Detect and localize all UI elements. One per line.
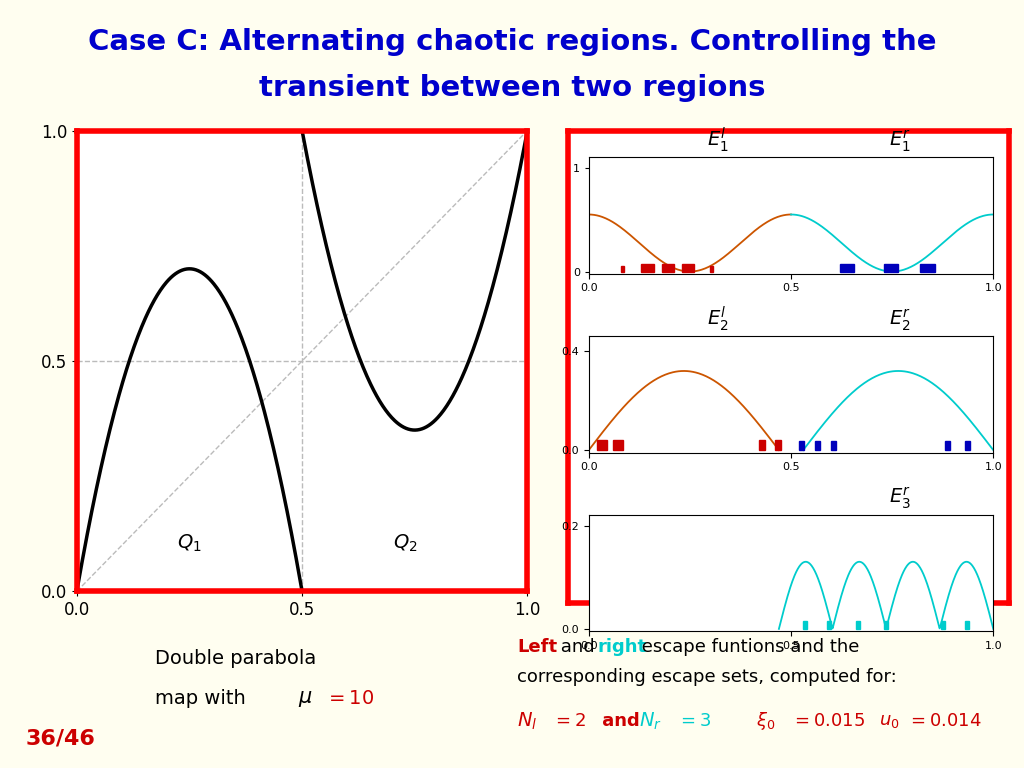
Text: map with: map with xyxy=(155,690,252,708)
Text: $\mathit{N_l}$: $\mathit{N_l}$ xyxy=(517,710,538,732)
Text: $\mathit{N_r}$: $\mathit{N_r}$ xyxy=(639,710,662,732)
Text: $= 0.015$: $= 0.015$ xyxy=(791,712,864,730)
Text: Left: Left xyxy=(517,638,557,657)
Text: $E_1^l$: $E_1^l$ xyxy=(708,125,729,154)
Text: $E_2^r$: $E_2^r$ xyxy=(889,307,911,333)
Bar xyxy=(759,440,765,450)
Bar xyxy=(884,264,898,272)
Text: transient between two regions: transient between two regions xyxy=(259,74,765,102)
Text: $E_3^r$: $E_3^r$ xyxy=(889,486,911,511)
Text: and: and xyxy=(596,712,645,730)
Text: Double parabola: Double parabola xyxy=(155,649,315,668)
Bar xyxy=(711,266,714,272)
Text: and: and xyxy=(555,638,600,657)
Bar xyxy=(803,621,807,629)
Bar xyxy=(641,264,653,272)
Bar xyxy=(622,266,625,272)
Text: $E_2^l$: $E_2^l$ xyxy=(708,304,729,333)
Text: $\mu$: $\mu$ xyxy=(298,689,312,709)
Bar xyxy=(884,621,888,629)
Bar xyxy=(945,442,949,450)
Text: right: right xyxy=(597,638,646,657)
Text: $E_1^r$: $E_1^r$ xyxy=(889,128,911,154)
Text: $= 3$: $= 3$ xyxy=(677,712,711,730)
Bar xyxy=(682,264,694,272)
Text: $u_0$: $u_0$ xyxy=(866,712,900,730)
Bar xyxy=(856,621,860,629)
Text: $= 0.014$: $= 0.014$ xyxy=(907,712,982,730)
Bar xyxy=(799,442,804,450)
Bar xyxy=(831,442,837,450)
Bar xyxy=(662,264,674,272)
Text: corresponding escape sets, computed for:: corresponding escape sets, computed for: xyxy=(517,668,897,686)
Bar xyxy=(965,621,969,629)
Text: $Q_2$: $Q_2$ xyxy=(393,533,418,554)
Bar xyxy=(840,264,854,272)
Bar xyxy=(965,442,970,450)
Bar xyxy=(921,264,935,272)
Bar xyxy=(613,440,624,450)
Text: $\xi_0$: $\xi_0$ xyxy=(725,710,775,732)
Text: escape funtions and the: escape funtions and the xyxy=(636,638,859,657)
Text: $= 2$: $= 2$ xyxy=(553,712,587,730)
Text: 36/46: 36/46 xyxy=(26,729,95,749)
Text: Case C: Alternating chaotic regions. Controlling the: Case C: Alternating chaotic regions. Con… xyxy=(88,28,936,56)
Bar xyxy=(827,621,831,629)
Text: $= 10$: $= 10$ xyxy=(325,690,374,708)
Bar xyxy=(775,440,781,450)
Text: $Q_1$: $Q_1$ xyxy=(177,533,202,554)
Bar xyxy=(815,442,820,450)
Bar xyxy=(941,621,945,629)
Bar xyxy=(597,440,607,450)
